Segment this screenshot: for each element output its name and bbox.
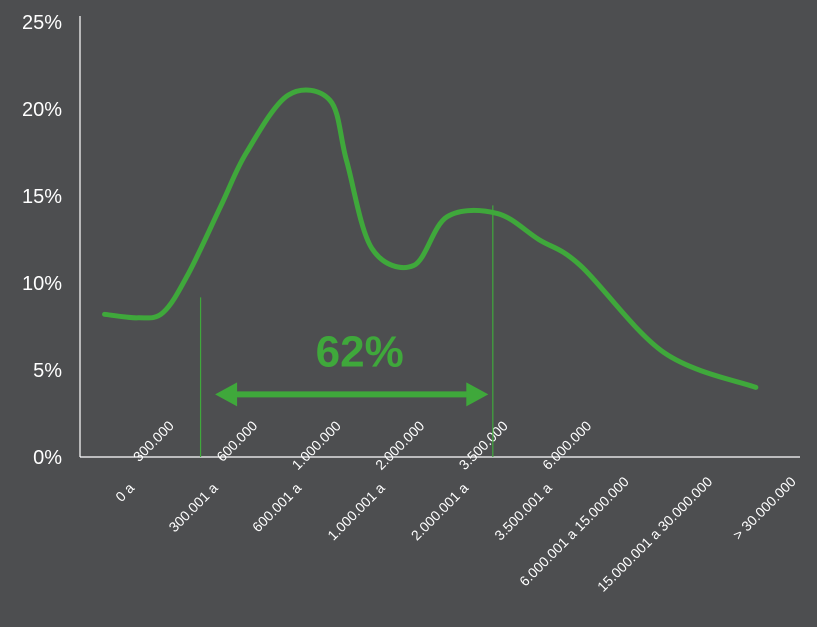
x-tick-label-line: 0 a <box>112 480 137 505</box>
x-tick-label-line: 600.001 a <box>249 480 305 536</box>
x-tick-label-line: 2.000.000 <box>372 417 428 473</box>
range-lines <box>199 205 494 457</box>
x-tick-label-line: 1.000.000 <box>289 417 345 473</box>
x-tick-label-line: 6.000.000 <box>539 417 595 473</box>
y-tick-labels: 0% 5% 10% 15% 20% 25% <box>22 12 62 469</box>
x-tick-label-line: 300.001 a <box>165 480 221 536</box>
y-tick-label: 10% <box>22 273 62 295</box>
x-tick-label-line: > 30.000.000 <box>730 473 800 543</box>
y-tick-label: 5% <box>33 360 62 382</box>
x-tick-label-line: 3.500.001 a <box>491 480 555 544</box>
x-tick-label-line: 1.000.001 a <box>324 480 388 544</box>
y-tick-label: 15% <box>22 186 62 208</box>
y-tick-label: 20% <box>22 99 62 121</box>
annotation-arrow-head-right <box>466 382 489 407</box>
series-line <box>102 87 759 390</box>
x-tick-label-line: 3.500.000 <box>456 417 512 473</box>
annotation-group: 62% <box>215 327 489 407</box>
annotation-label: 62% <box>316 327 404 376</box>
axes <box>79 16 800 458</box>
y-tick-label: 0% <box>33 447 62 469</box>
series-group <box>102 87 759 390</box>
x-tick-label-line: 2.000.001 a <box>408 480 472 544</box>
y-tick-label: 25% <box>22 12 62 34</box>
annotation-arrow-head-left <box>215 382 238 407</box>
x-tick-label: > 30.000.000 <box>730 473 800 543</box>
